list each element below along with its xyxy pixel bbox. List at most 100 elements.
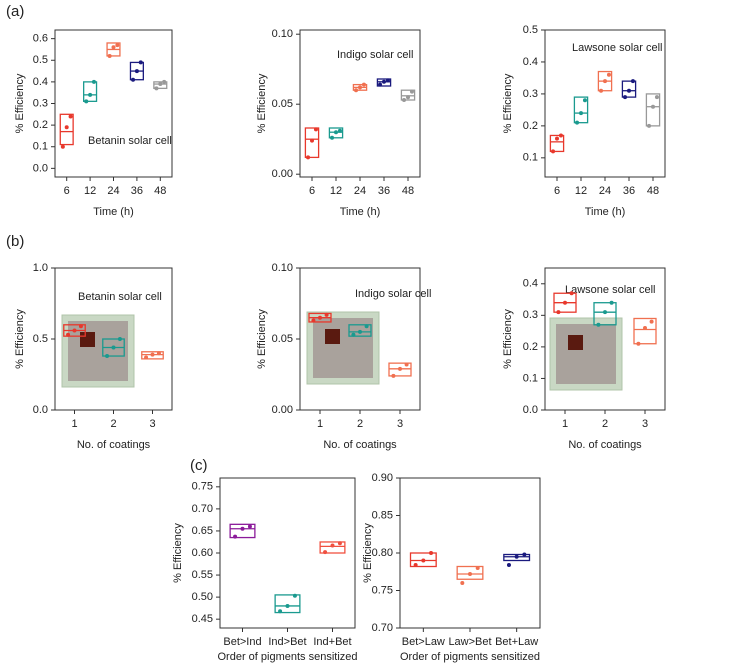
x-tick-label: 48 bbox=[154, 185, 166, 197]
x-tick-label: Ind>Bet bbox=[268, 636, 306, 648]
data-point bbox=[468, 572, 472, 576]
data-point bbox=[233, 534, 238, 539]
data-point bbox=[506, 563, 511, 567]
plot-annotation: Indigo solar cell bbox=[337, 49, 413, 61]
box-body bbox=[153, 81, 168, 90]
data-point bbox=[111, 45, 116, 50]
data-point bbox=[460, 581, 465, 585]
box-body bbox=[304, 127, 320, 159]
data-point bbox=[330, 543, 335, 548]
data-point bbox=[406, 95, 410, 100]
y-tick-label: 0.1 bbox=[523, 152, 538, 164]
data-point bbox=[378, 82, 383, 87]
data-point bbox=[563, 300, 567, 305]
inset-photo-spot bbox=[568, 335, 583, 350]
data-point bbox=[651, 104, 655, 109]
data-point bbox=[654, 95, 659, 100]
data-point bbox=[131, 77, 136, 82]
box-body bbox=[645, 93, 661, 127]
box-body bbox=[388, 362, 412, 377]
x-tick-label: 36 bbox=[623, 185, 635, 197]
data-point bbox=[285, 603, 290, 608]
x-tick-label: Bet>Law bbox=[402, 636, 445, 648]
data-point bbox=[310, 138, 314, 143]
data-point bbox=[579, 111, 583, 116]
data-point bbox=[623, 95, 628, 100]
data-point bbox=[649, 319, 654, 324]
y-axis-label: % Efficiency bbox=[502, 73, 514, 133]
box-body bbox=[59, 113, 74, 146]
x-tick-label: 24 bbox=[107, 185, 119, 197]
x-tick-label: 24 bbox=[599, 185, 611, 197]
y-axis-label: % Efficiency bbox=[256, 73, 268, 133]
box-body bbox=[456, 565, 484, 580]
data-point bbox=[64, 125, 69, 130]
data-point bbox=[115, 43, 120, 48]
data-point bbox=[582, 98, 587, 103]
data-point bbox=[606, 72, 611, 77]
data-point bbox=[358, 85, 362, 90]
data-point bbox=[84, 99, 89, 104]
x-tick-label: 3 bbox=[149, 418, 155, 430]
inset-photo-spot bbox=[80, 332, 95, 347]
y-tick-label: 0.0 bbox=[33, 404, 48, 416]
data-point bbox=[111, 345, 116, 350]
y-tick-label: 0.50 bbox=[192, 591, 213, 603]
x-axis-label: No. of coatings bbox=[77, 439, 151, 451]
box-body bbox=[83, 81, 98, 102]
y-tick-label: 0.1 bbox=[523, 372, 538, 384]
x-tick-label: Law>Bet bbox=[448, 636, 491, 648]
data-point bbox=[475, 566, 480, 570]
box-body bbox=[549, 134, 565, 153]
box-body bbox=[503, 553, 531, 562]
data-point bbox=[354, 88, 359, 93]
data-point bbox=[385, 78, 390, 83]
y-axis-label: % Efficiency bbox=[172, 523, 184, 583]
y-axis-label: % Efficiency bbox=[14, 73, 26, 133]
data-point bbox=[162, 79, 167, 84]
y-tick-label: 0.10 bbox=[272, 28, 293, 40]
y-tick-label: 0.60 bbox=[192, 547, 213, 559]
data-point bbox=[382, 79, 386, 84]
box-body bbox=[274, 594, 301, 614]
x-tick-label: Bet+Law bbox=[495, 636, 538, 648]
y-tick-label: 0.5 bbox=[33, 333, 48, 345]
x-tick-label: 48 bbox=[647, 185, 659, 197]
data-point bbox=[134, 69, 139, 74]
panel-label: (c) bbox=[190, 457, 208, 474]
data-point bbox=[324, 312, 329, 317]
data-point bbox=[154, 86, 159, 91]
data-point bbox=[91, 79, 96, 84]
data-point bbox=[361, 82, 366, 87]
data-point bbox=[630, 79, 635, 84]
data-point bbox=[421, 558, 426, 563]
box-body bbox=[400, 89, 416, 101]
data-point bbox=[603, 79, 607, 84]
data-point bbox=[138, 60, 143, 65]
y-tick-label: 0.4 bbox=[523, 278, 538, 290]
data-point bbox=[358, 329, 362, 334]
data-point bbox=[144, 355, 149, 360]
data-point bbox=[292, 593, 297, 598]
plot-annotation: Lawsone solar cell bbox=[572, 42, 663, 54]
data-point bbox=[351, 332, 356, 337]
data-point bbox=[364, 324, 369, 329]
data-point bbox=[66, 332, 71, 337]
data-point bbox=[603, 310, 607, 315]
y-tick-label: 0.70 bbox=[372, 622, 393, 634]
x-tick-label: 36 bbox=[378, 185, 390, 197]
box-body bbox=[376, 78, 392, 87]
data-point bbox=[522, 552, 527, 557]
x-tick-label: 3 bbox=[642, 418, 648, 430]
box-body bbox=[348, 324, 372, 337]
data-point bbox=[413, 563, 418, 567]
x-tick-label: 12 bbox=[330, 185, 342, 197]
data-point bbox=[643, 325, 647, 330]
y-tick-label: 0.0 bbox=[523, 404, 538, 416]
data-point bbox=[150, 352, 155, 357]
data-point bbox=[569, 291, 574, 296]
y-tick-label: 0.3 bbox=[523, 88, 538, 100]
plot-annotation: Lawsone solar cell bbox=[565, 284, 656, 296]
data-point bbox=[323, 550, 328, 555]
data-point bbox=[158, 82, 163, 87]
